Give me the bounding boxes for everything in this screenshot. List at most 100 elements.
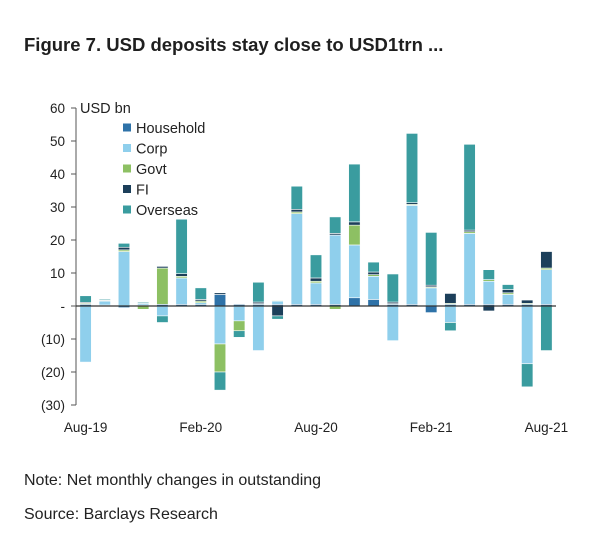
y-tick-label: - [61,299,66,314]
bar-segment [290,213,303,305]
bar-segment [252,281,265,303]
bar-segment [405,133,419,204]
bar-segment [233,330,246,338]
bar-segment [521,299,534,304]
bar-segment [309,254,323,279]
bar-segment [156,267,169,305]
bar-segment [540,305,553,351]
bar-segment [233,305,246,322]
bar-segment [98,300,111,306]
legend-label: Govt [136,162,167,178]
bar-segment [309,282,323,305]
y-tick-label: (10) [41,332,65,347]
bar-segment [463,233,476,305]
bar-segment [175,273,188,277]
bar-segment [213,371,227,391]
bar-segment [137,301,150,303]
bar-segment [501,289,515,294]
bars [79,133,553,391]
y-tick-label: 50 [50,134,65,149]
bar-segment [156,315,169,323]
bar-segment [386,273,399,303]
bar-segment [271,300,284,302]
bar-segment [425,232,438,286]
bar-segment [117,251,131,307]
y-tick-label: 60 [50,101,65,116]
bar-segment [156,266,169,269]
bar-segment [425,287,438,307]
y-tick-label: 10 [50,266,65,281]
x-tick-label: Aug-19 [64,420,108,435]
bar-segment [271,305,284,317]
bar-segment [175,218,188,274]
legend-swatch [123,164,131,173]
bar-segment [444,293,457,304]
bar-segment [175,277,188,305]
bar-segment [233,303,246,305]
bar-segment [271,300,284,305]
bar-segment [482,280,495,305]
bar-segment [482,305,495,312]
legend-label: FI [136,183,149,199]
bar-segment [252,305,265,351]
bar-segment [98,298,111,301]
bar-segment [348,244,361,299]
legend-label: Overseas [136,203,198,219]
chart-source: Source: Barclays Research [24,506,218,523]
y-tick-label: 40 [50,167,65,182]
bar-segment [117,246,131,251]
bar-segment [194,287,207,300]
x-tick-label: Feb-20 [179,420,222,435]
bar-segment [521,305,534,365]
bar-segment [213,294,227,307]
bar-segment [309,277,323,282]
bar-segment [521,363,534,388]
bar-segment [444,305,457,323]
chart-title: Figure 7. USD deposits stay close to USD… [24,34,444,55]
bar-segment [233,320,246,332]
bar-segment [386,305,399,341]
y-tick-label: (20) [41,365,65,380]
legend-label: Corp [136,142,167,158]
legend-swatch [123,144,131,152]
bar-segment [329,216,342,234]
bar-segment [79,305,92,363]
legend-swatch [123,185,131,193]
bar-segment [540,251,553,269]
bar-segment [213,292,227,295]
bar-segment [290,209,303,213]
y-axis: 60 50 40 30 20 10 - (10) (20) (30) [41,101,77,413]
bar-segment [290,185,303,210]
bar-segment [348,297,361,307]
legend-swatch [123,205,131,214]
bar-segment [348,221,361,226]
stacked-bar-chart: 60 50 40 30 20 10 - (10) (20) (30) Aug-19 Feb-20 Au… [41,101,568,435]
bar-segment [463,144,476,231]
bar-segment [213,343,227,373]
bar-segment [540,269,553,305]
legend-label: Household [136,121,205,137]
bar-segment [79,295,92,303]
y-unit-label: USD bn [80,101,131,117]
bar-segment [482,269,495,280]
bar-segment [501,284,515,290]
bar-segment [213,305,227,345]
bar-segment [367,271,380,275]
y-tick-label: (30) [41,398,65,413]
x-axis: Aug-19 Feb-20 Aug-20 Feb-21 Aug-21 [64,420,568,435]
legend: Household Corp Govt FI Overseas [123,121,205,219]
bar-segment [156,305,169,317]
bar-segment [348,163,361,223]
y-tick-label: 20 [50,233,65,248]
bar-segment [405,205,419,305]
bar-segment [444,322,457,332]
chart-note: Note: Net monthly changes in outstanding [24,472,322,489]
y-tick-label: 30 [50,200,65,215]
x-tick-label: Aug-20 [294,420,338,435]
bar-segment [367,261,380,273]
bar-segment [367,275,380,300]
legend-swatch [123,123,131,132]
x-tick-label: Aug-21 [525,420,569,435]
bar-segment [117,243,131,248]
bar-segment [348,224,361,246]
